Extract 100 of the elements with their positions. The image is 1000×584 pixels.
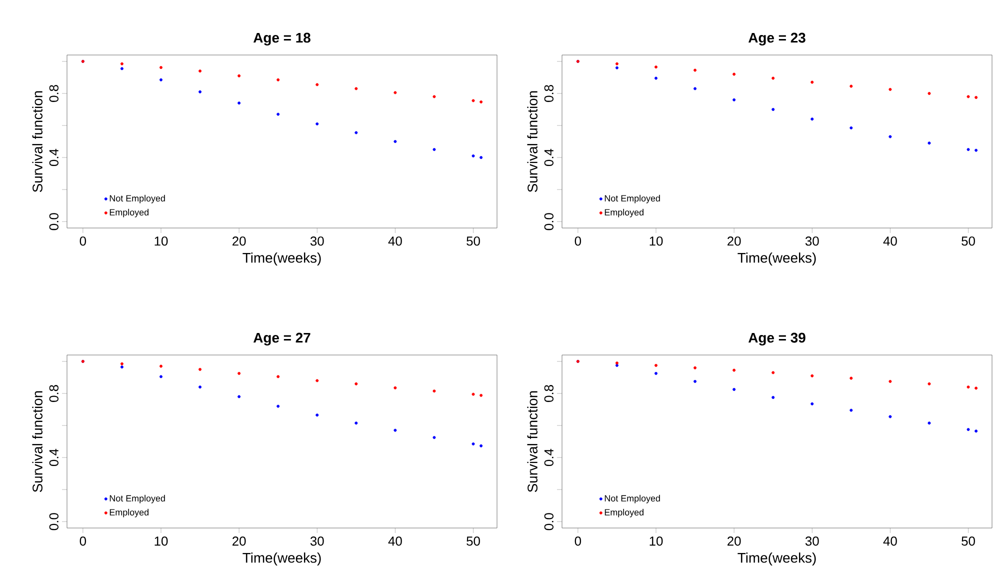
x-tick-label: 50 xyxy=(466,536,480,546)
point xyxy=(732,72,736,76)
point xyxy=(316,414,319,417)
legend-label: Not Employed xyxy=(604,494,660,504)
point xyxy=(160,66,162,69)
legend-label: Employed xyxy=(110,208,148,218)
point xyxy=(432,148,436,151)
x-tick-label: 0 xyxy=(574,236,582,246)
x-tick-label: 10 xyxy=(650,236,663,246)
y-tick-label: 0.4 xyxy=(49,148,58,166)
point xyxy=(394,428,397,432)
y-tick-label: 0.0 xyxy=(49,213,58,230)
y-tick-label: 0.8 xyxy=(544,85,554,102)
point xyxy=(198,90,202,94)
point xyxy=(615,362,618,364)
legend-label: Not Employed xyxy=(110,494,165,504)
point xyxy=(120,362,124,366)
x-tick-label: 50 xyxy=(962,536,975,546)
point xyxy=(732,98,736,102)
y-tick-label: 0.8 xyxy=(544,385,554,402)
point xyxy=(966,428,970,431)
point xyxy=(615,364,618,367)
point xyxy=(316,122,319,126)
x-tick-label: 0 xyxy=(80,536,86,546)
y-tick-label: 0.8 xyxy=(49,385,58,402)
point xyxy=(120,366,124,369)
y-tick-label: 0.0 xyxy=(544,513,554,530)
chart-title: Age = 27 xyxy=(253,332,310,346)
y-tick-label: 0.0 xyxy=(544,213,554,230)
point xyxy=(238,74,241,78)
point xyxy=(654,66,658,69)
x-tick-label: 30 xyxy=(310,236,324,246)
point xyxy=(974,148,978,152)
point xyxy=(432,436,436,439)
point xyxy=(974,430,978,433)
point xyxy=(966,95,970,98)
point xyxy=(394,91,397,94)
point xyxy=(394,140,397,143)
y-axis-title: Survival function xyxy=(32,91,42,192)
x-axis-title: Time(weeks) xyxy=(738,552,816,566)
chart-title: Age = 23 xyxy=(748,32,806,46)
point xyxy=(160,364,162,368)
point xyxy=(615,62,618,66)
point xyxy=(354,422,358,425)
point xyxy=(654,76,658,80)
point xyxy=(238,395,241,398)
point xyxy=(810,374,814,378)
point xyxy=(732,388,736,391)
point xyxy=(160,375,162,378)
point xyxy=(654,364,658,367)
x-axis-title: Time(weeks) xyxy=(242,552,321,566)
point xyxy=(928,142,931,145)
point xyxy=(928,92,931,95)
y-tick-label: 0.0 xyxy=(49,513,58,530)
point xyxy=(850,376,853,380)
x-tick-label: 50 xyxy=(962,236,975,246)
point xyxy=(198,386,202,389)
point xyxy=(198,70,202,73)
x-tick-label: 40 xyxy=(883,536,897,546)
x-tick-label: 30 xyxy=(805,236,819,246)
point xyxy=(472,442,475,446)
point xyxy=(966,148,970,151)
x-tick-label: 40 xyxy=(388,236,402,246)
point xyxy=(928,422,931,425)
x-tick-label: 40 xyxy=(883,236,897,246)
point xyxy=(694,68,697,72)
point xyxy=(354,87,358,90)
x-tick-label: 10 xyxy=(154,536,168,546)
legend-label: Employed xyxy=(110,508,148,518)
legend-label: Employed xyxy=(604,508,644,518)
point xyxy=(472,154,475,158)
point xyxy=(654,372,658,375)
point xyxy=(238,372,241,375)
point xyxy=(160,78,162,82)
y-axis-title: Survival function xyxy=(527,391,538,492)
point xyxy=(850,126,853,130)
point xyxy=(694,380,697,383)
point xyxy=(810,80,814,84)
x-tick-label: 20 xyxy=(232,236,246,246)
point xyxy=(276,112,280,116)
point xyxy=(772,108,775,111)
point xyxy=(888,415,892,418)
legend-label: Not Employed xyxy=(604,194,660,204)
point xyxy=(772,371,775,374)
y-tick-label: 0.4 xyxy=(544,448,554,466)
point xyxy=(276,404,280,408)
point xyxy=(772,76,775,80)
x-tick-label: 10 xyxy=(154,236,168,246)
point xyxy=(974,96,978,99)
point xyxy=(810,402,814,406)
y-tick-label: 0.8 xyxy=(49,85,58,102)
x-tick-label: 50 xyxy=(466,236,480,246)
point xyxy=(316,83,319,86)
point xyxy=(472,99,475,102)
point xyxy=(432,390,436,393)
point xyxy=(694,87,697,90)
x-tick-label: 20 xyxy=(728,236,741,246)
point xyxy=(198,368,202,371)
x-axis-title: Time(weeks) xyxy=(738,252,816,266)
x-tick-label: 20 xyxy=(232,536,246,546)
